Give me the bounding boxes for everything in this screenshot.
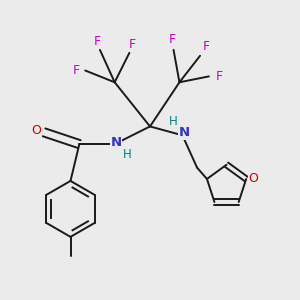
Text: F: F [202, 40, 209, 53]
Text: F: F [129, 38, 136, 50]
Text: F: F [169, 33, 176, 46]
Text: H: H [123, 148, 131, 161]
Text: O: O [32, 124, 42, 137]
Text: N: N [178, 126, 189, 139]
Text: F: F [93, 34, 100, 48]
Text: F: F [73, 64, 80, 77]
Text: O: O [249, 172, 259, 185]
Text: N: N [111, 136, 122, 149]
Text: H: H [169, 115, 178, 128]
Text: F: F [216, 70, 223, 83]
